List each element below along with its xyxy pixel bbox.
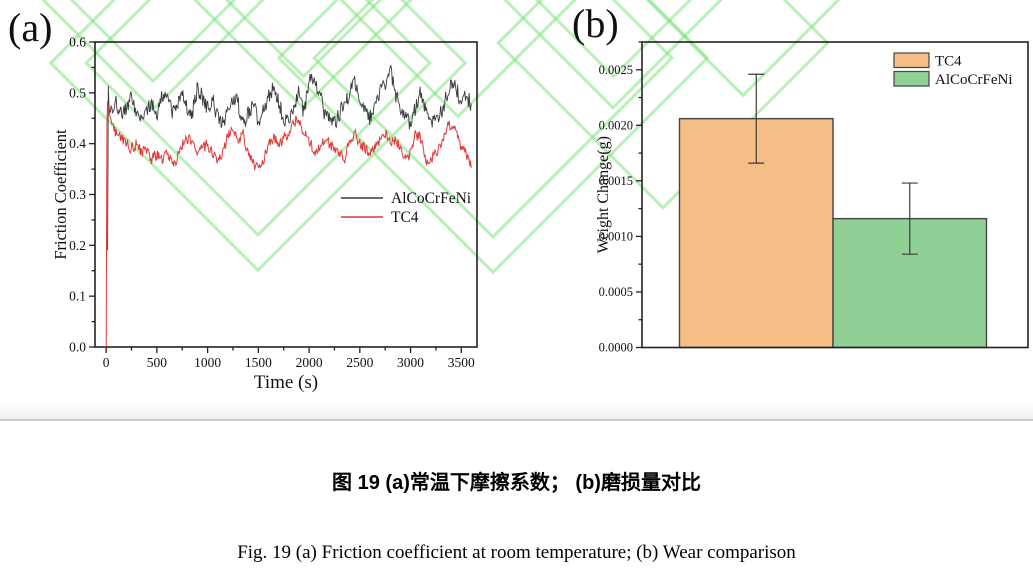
y-tick-label: 0.2: [69, 238, 86, 253]
x-tick-label: 1000: [194, 355, 221, 370]
y-tick-label: 0.0010: [599, 229, 633, 243]
x-tick-label: 3500: [448, 355, 475, 370]
plot-frame: [94, 41, 478, 348]
x-tick-label: 2000: [296, 355, 323, 370]
legend-label: TC4: [935, 54, 962, 70]
series-line-AlCoCrFeNi: [107, 65, 472, 251]
legend-label: AlCoCrFeNi: [391, 190, 472, 207]
friction-coefficient-line-chart: 0.0 0.1 0.2 0.3 0.4 0.5 0.6 0 500 1000 1500 2000 250…: [51, 35, 478, 393]
y-tick-label: 0.4: [69, 136, 86, 151]
figure-caption-chinese: 图 19 (a)常温下摩擦系数； (b)磨损量对比: [332, 472, 701, 494]
y-axis-title: Weight Change(g): [595, 136, 612, 253]
y-tick-label: 0.6: [69, 35, 86, 50]
y-tick-label: 0.0015: [599, 174, 633, 188]
weight-change-bar-chart: 0.0000 0.0005 0.0010 0.0015 0.0020 0.0025 Weig…: [595, 41, 1029, 355]
y-tick-label: 0.0005: [599, 285, 633, 299]
x-tick-label: 3000: [397, 355, 424, 370]
y-tick-label: 0.0: [69, 340, 86, 355]
plot-frame: [641, 41, 1029, 349]
legend-label: AlCoCrFeNi: [935, 72, 1013, 88]
figure-image: 0.0 0.1 0.2 0.3 0.4 0.5 0.6 0 500 1000 1500 2000 250…: [8, 0, 1029, 393]
legend-swatch: [893, 70, 930, 87]
x-tick-label: 0: [103, 355, 110, 370]
legend-label: TC4: [391, 209, 419, 226]
panel-a-label: (a): [8, 5, 53, 50]
panel-b-label: (b): [572, 1, 619, 46]
x-axis-title: Time (s): [254, 372, 318, 393]
x-tick-label: 500: [147, 355, 168, 370]
figure-divider-line: [0, 419, 1033, 421]
y-tick-label: 0.5: [69, 85, 86, 100]
y-tick-label: 0.3: [69, 187, 86, 202]
figure-caption-english: Fig. 19 (a) Friction coefficient at room…: [237, 542, 796, 563]
x-tick-label: 2500: [346, 355, 373, 370]
y-tick-label: 0.0000: [599, 341, 633, 355]
legend-swatch: [893, 52, 930, 69]
y-tick-label: 0.0025: [599, 63, 633, 77]
y-tick-label: 0.0020: [599, 118, 633, 132]
y-axis-title: Friction Coefficient: [51, 129, 70, 260]
y-tick-label: 0.1: [69, 289, 86, 304]
series-line-TC4: [105, 100, 472, 348]
figure-bottom-shade: [0, 404, 1033, 419]
x-tick-label: 1500: [245, 355, 272, 370]
